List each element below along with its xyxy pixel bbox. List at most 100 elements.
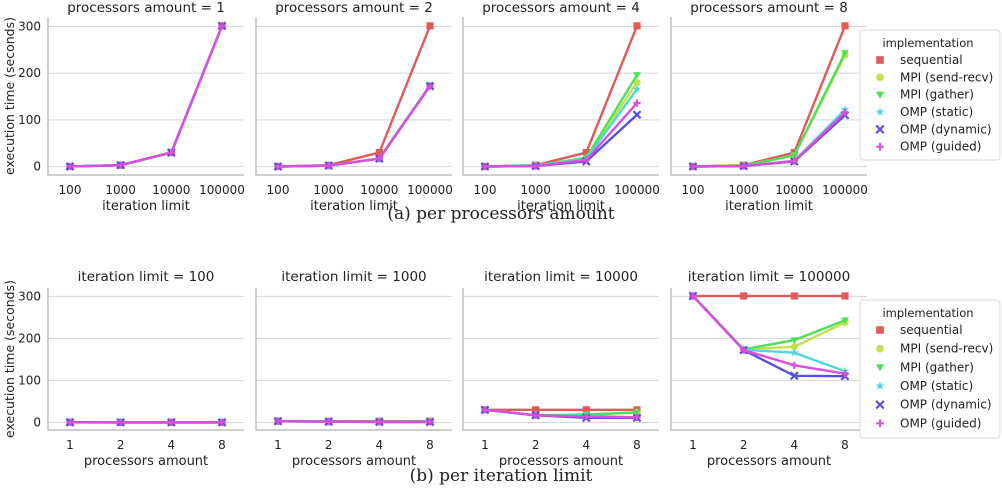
data-point <box>841 317 849 325</box>
data-point <box>632 84 642 93</box>
legend-marker-shape <box>876 73 884 82</box>
data-point <box>790 337 799 345</box>
y-tick-label: 300 <box>18 19 41 33</box>
series-markers <box>481 99 641 171</box>
y-tick-label: 300 <box>18 289 41 303</box>
legend-label: sequential <box>900 323 963 337</box>
x-tick-label: 100000 <box>199 183 245 197</box>
series-line <box>692 111 846 168</box>
x-tick-label: 4 <box>791 438 799 452</box>
series-markers <box>274 82 434 171</box>
series-line <box>484 81 638 168</box>
legend-marker-shape <box>876 142 884 151</box>
data-point <box>532 406 540 414</box>
x-tick-label: 100 <box>59 183 82 197</box>
x-tick-label: 4 <box>376 438 384 452</box>
legend-label: MPI (send-recv) <box>900 342 993 356</box>
series-line <box>69 25 224 168</box>
x-tick-label: 100 <box>267 183 290 197</box>
data-point <box>582 406 590 414</box>
series-line <box>277 25 432 168</box>
data-point <box>841 22 849 30</box>
panel-axes <box>47 17 244 176</box>
data-point <box>66 162 74 171</box>
legend-label: OMP (static) <box>900 379 973 393</box>
x-tick-label: 1 <box>481 438 489 452</box>
data-point <box>582 412 590 421</box>
x-tick-label: 1 <box>66 438 74 452</box>
x-tick-label: 4 <box>168 438 176 452</box>
legend-label: OMP (guided) <box>900 416 981 430</box>
data-point <box>66 418 74 426</box>
data-point <box>167 418 175 426</box>
data-point <box>426 22 434 30</box>
data-point <box>841 292 849 300</box>
data-point <box>740 162 748 170</box>
data-point <box>481 406 489 414</box>
data-point <box>841 50 849 57</box>
x-tick-label: 2 <box>532 438 540 452</box>
x-tick-label: 1000 <box>728 183 759 197</box>
data-point <box>375 155 383 163</box>
series-line <box>692 295 846 351</box>
data-point <box>632 110 642 120</box>
series-line <box>277 85 431 168</box>
series-markers <box>65 21 227 171</box>
data-point <box>274 417 282 425</box>
legend-label: OMP (static) <box>900 105 973 119</box>
legend-marker <box>876 73 884 82</box>
panel-axes <box>462 288 659 431</box>
data-point <box>117 418 125 426</box>
legend-label: sequential <box>900 53 963 67</box>
data-point <box>375 418 383 426</box>
legend-marker-shape <box>876 326 884 334</box>
y-tick-label: 0 <box>33 415 41 429</box>
x-axis-label: processors amount <box>292 454 416 469</box>
legend-marker-shape <box>876 419 884 428</box>
legend-marker <box>876 419 884 428</box>
x-tick-label: 10000 <box>567 183 605 197</box>
data-point <box>689 292 697 300</box>
series-markers <box>66 22 226 171</box>
data-point <box>841 370 849 378</box>
series-line <box>692 295 846 375</box>
legend-title: implementation <box>882 36 973 50</box>
legend-marker <box>875 107 885 116</box>
panel-title: iteration limit = 100000 <box>688 269 850 285</box>
legend-marker-shape <box>875 400 885 410</box>
y-tick-label: 0 <box>33 160 41 174</box>
x-axis-label: iteration limit <box>102 199 190 214</box>
series-markers <box>688 291 850 381</box>
data-point <box>790 361 798 369</box>
series-markers <box>689 50 849 171</box>
legend-title: implementation <box>882 306 973 320</box>
x-tick-label: 8 <box>426 438 434 452</box>
series-line <box>692 295 846 378</box>
x-tick-label: 10000 <box>775 183 813 197</box>
panel-axes <box>255 17 452 176</box>
x-tick-label: 1000 <box>105 183 136 197</box>
panel-title: iteration limit = 10000 <box>484 269 638 285</box>
data-point <box>790 152 799 160</box>
x-axis-label: processors amount <box>499 454 623 469</box>
data-point <box>790 348 799 357</box>
series-line <box>69 25 224 168</box>
data-point <box>532 162 540 170</box>
data-point <box>117 161 125 169</box>
panel-axes <box>462 17 659 176</box>
panel-title: processors amount = 2 <box>275 0 433 16</box>
series-line <box>69 25 224 168</box>
series-line <box>484 408 638 419</box>
series-markers <box>689 51 849 171</box>
x-axis-label: processors amount <box>707 454 831 469</box>
data-point <box>167 148 175 157</box>
series-markers <box>65 21 227 171</box>
x-axis-label: iteration limit <box>725 199 813 214</box>
y-axis-label: execution time (seconds) <box>2 17 17 175</box>
data-point <box>633 78 641 87</box>
panel-axes <box>670 17 867 176</box>
data-point <box>274 162 282 171</box>
series-markers <box>273 81 435 171</box>
series-line <box>692 52 847 168</box>
series-markers <box>66 22 226 171</box>
